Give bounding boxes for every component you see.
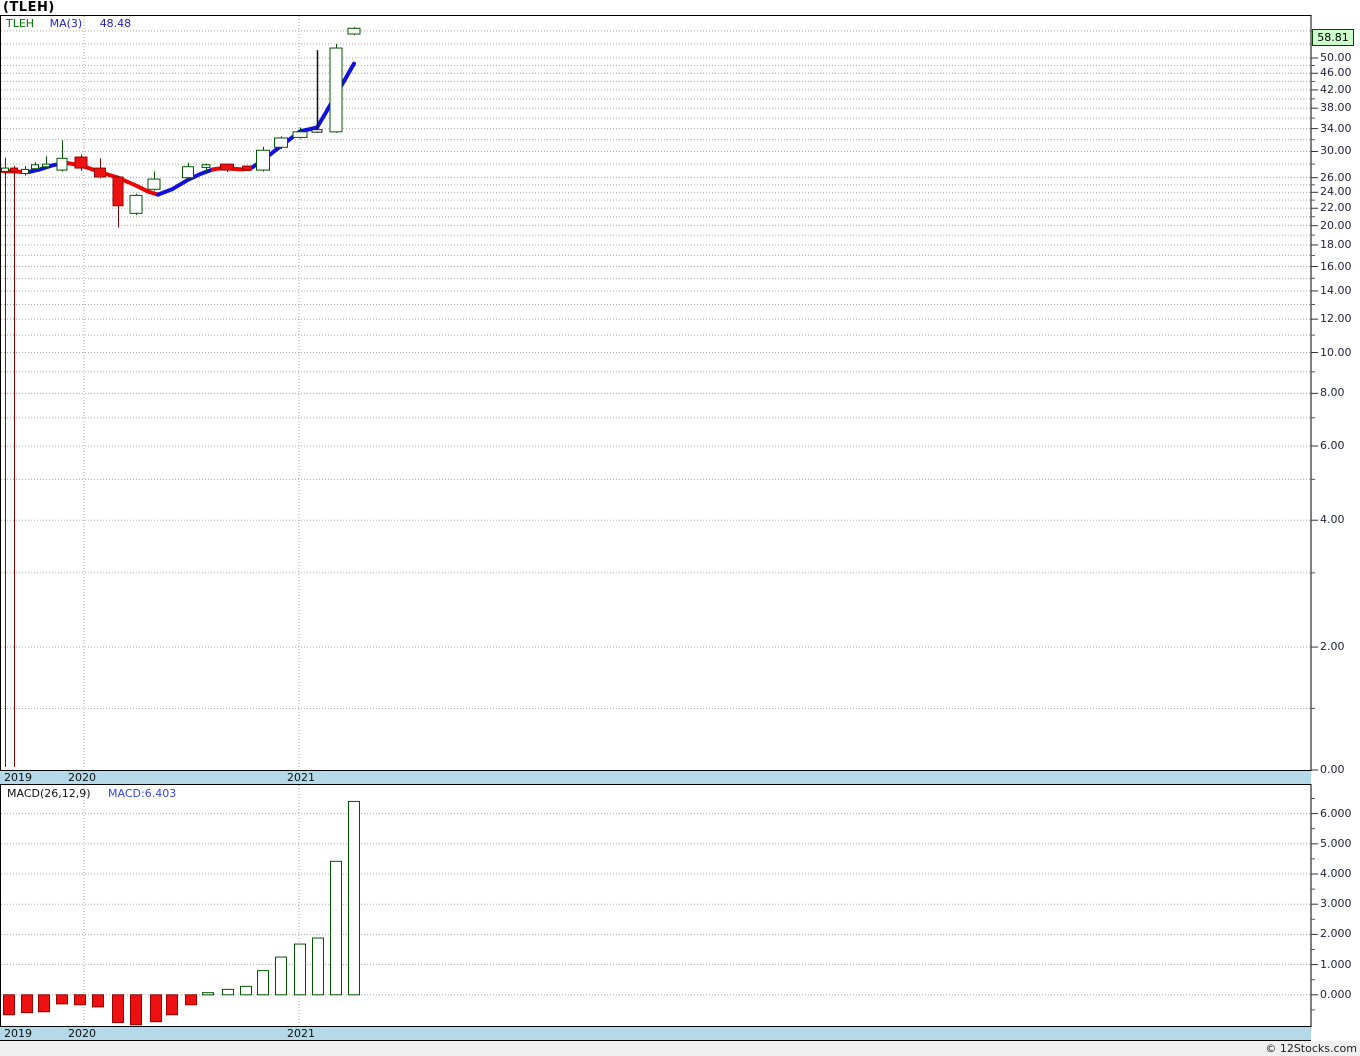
footer: © 12Stocks.com bbox=[0, 1041, 1360, 1056]
axis-label: 50.00 bbox=[1320, 51, 1352, 64]
axis-label: 42.00 bbox=[1320, 82, 1352, 96]
year-label: 2021 bbox=[287, 1027, 315, 1040]
macd-legend: MACD(26,12,9) MACD:6.403 bbox=[7, 787, 176, 800]
ma-label: MA(3) bbox=[49, 17, 83, 30]
axis-label: 46.00 bbox=[1320, 66, 1352, 80]
axis-label: 2.00 bbox=[1320, 640, 1345, 654]
axis-label: 14.00 bbox=[1320, 283, 1352, 297]
axis-label: 0.00 bbox=[1320, 763, 1345, 776]
axis-label: 5.000 bbox=[1320, 836, 1352, 850]
axis-label: 22.00 bbox=[1320, 201, 1352, 215]
axis-label: 20.00 bbox=[1320, 218, 1352, 232]
symbol-label: TLEH bbox=[6, 17, 35, 30]
axis-label: 38.00 bbox=[1320, 101, 1352, 115]
axis-label: 34.00 bbox=[1320, 121, 1352, 135]
axis-label: 12.00 bbox=[1320, 312, 1352, 326]
axis-label: 4.00 bbox=[1320, 513, 1345, 527]
year-label: 2021 bbox=[287, 771, 315, 784]
year-label: 2020 bbox=[68, 771, 96, 784]
year-label: 2019 bbox=[4, 771, 32, 784]
axis-label: 8.00 bbox=[1320, 386, 1345, 400]
macd-params-label: MACD(26,12,9) bbox=[7, 787, 91, 800]
axis-label: 0.000 bbox=[1320, 987, 1352, 1001]
copyright: © 12Stocks.com bbox=[1265, 1042, 1357, 1055]
axis-label: 24.00 bbox=[1320, 185, 1352, 199]
axis-label: 1.000 bbox=[1320, 957, 1352, 971]
ma-value: 48.48 bbox=[99, 17, 132, 30]
x-axis-band-macd: 2019 2020 2021 bbox=[0, 1026, 1311, 1040]
x-axis-band-main: 2019 2020 2021 bbox=[0, 770, 1311, 784]
axis-label: 26.00 bbox=[1320, 170, 1352, 184]
page-title: (TLEH) bbox=[3, 0, 55, 15]
axis-label: 2.000 bbox=[1320, 927, 1352, 941]
axis-label: 18.00 bbox=[1320, 237, 1352, 251]
axis-label: 6.00 bbox=[1320, 439, 1345, 452]
axis-label: 10.00 bbox=[1320, 345, 1352, 359]
axis-label: 16.00 bbox=[1320, 259, 1352, 273]
axis-label: 6.000 bbox=[1320, 806, 1352, 820]
main-chart-legend: TLEH MA(3) 48.48 bbox=[6, 17, 131, 30]
year-label: 2019 bbox=[4, 1027, 32, 1040]
axis-label: 30.00 bbox=[1320, 144, 1352, 158]
last-price-badge: 58.81 bbox=[1312, 29, 1354, 46]
axis-label: 4.000 bbox=[1320, 867, 1352, 880]
macd-value-label: MACD:6.403 bbox=[108, 787, 177, 800]
year-label: 2020 bbox=[68, 1027, 96, 1040]
axis-label: 3.000 bbox=[1320, 897, 1352, 911]
